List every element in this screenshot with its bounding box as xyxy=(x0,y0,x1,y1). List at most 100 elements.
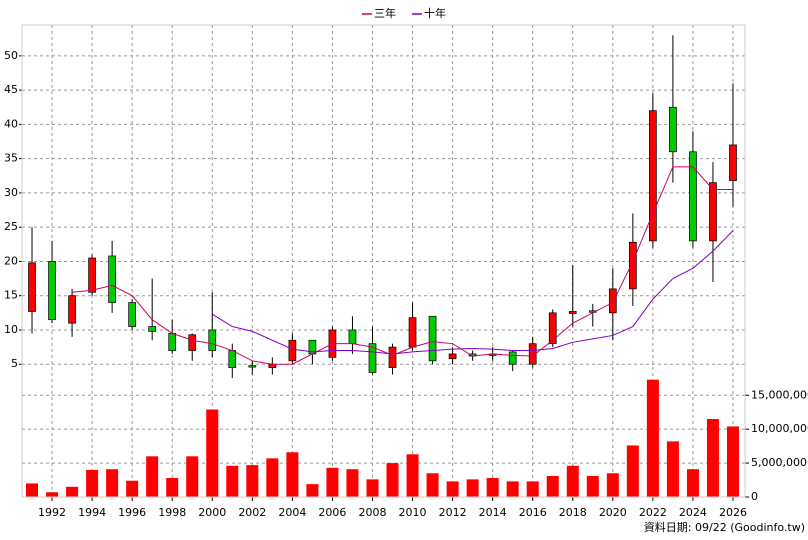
volume-bar xyxy=(486,478,499,497)
volume-bar xyxy=(146,456,159,497)
volume-bar xyxy=(206,409,219,497)
x-tick-label: 2024 xyxy=(679,506,707,519)
x-tick-label: 1998 xyxy=(158,506,186,519)
candle-body xyxy=(608,288,617,314)
ma-line xyxy=(212,230,734,355)
volume-bar xyxy=(366,479,379,497)
candle-body xyxy=(228,350,237,369)
volume-bar xyxy=(306,484,319,497)
y2-tick-label: 10,000,000 xyxy=(751,422,808,435)
volume-bar xyxy=(686,469,699,497)
y2-tick-label: 5,000,000 xyxy=(751,456,807,469)
volume-bar xyxy=(546,475,559,497)
plot-frame xyxy=(21,24,746,498)
volume-bar xyxy=(606,473,619,497)
x-tick-label: 2002 xyxy=(238,506,266,519)
candle-body xyxy=(628,241,637,290)
candle-body xyxy=(689,151,697,242)
volume-bar xyxy=(666,441,679,497)
volume-bar xyxy=(626,445,639,497)
y-tick-label: 10 xyxy=(4,323,18,336)
candle-body xyxy=(68,295,76,324)
volume-bar xyxy=(586,475,599,497)
candle-body xyxy=(548,312,557,345)
volume-bar xyxy=(406,454,419,497)
candle-body xyxy=(48,261,56,321)
volume-bar xyxy=(526,481,539,497)
volume-bar xyxy=(286,452,299,497)
y-tick-label: 15 xyxy=(4,289,18,302)
volume-bar xyxy=(386,463,399,497)
volume-bar xyxy=(226,465,239,497)
candle-body xyxy=(208,329,217,351)
volume-bar xyxy=(186,456,199,497)
y2-tick-label: 0 xyxy=(751,490,758,503)
x-tick-label: 2000 xyxy=(198,506,226,519)
y-tick-label: 35 xyxy=(4,152,18,165)
candle-body xyxy=(368,343,377,373)
candle-body xyxy=(508,351,517,365)
volume-bar xyxy=(266,458,279,497)
candle-body xyxy=(428,315,437,362)
x-tick-label: 2014 xyxy=(479,506,507,519)
candle-body xyxy=(568,311,577,314)
x-tick-label: 2012 xyxy=(439,506,467,519)
candle-body xyxy=(28,262,36,312)
volume-bar xyxy=(326,467,339,497)
candle-body xyxy=(348,329,357,345)
footer: 資料日期: 09/22 (Goodinfo.tw) xyxy=(644,520,805,534)
x-tick-label: 2020 xyxy=(599,506,627,519)
candle-body xyxy=(709,182,717,242)
volume-bar xyxy=(346,469,359,497)
candle-body xyxy=(108,255,116,303)
volume-bar xyxy=(726,426,739,497)
candle-body xyxy=(669,106,677,153)
candle-body xyxy=(88,257,96,293)
candle-body xyxy=(248,365,257,368)
volume-bar xyxy=(246,465,259,497)
candle-body xyxy=(388,346,397,369)
x-tick-label: 2016 xyxy=(519,506,547,519)
volume-bar xyxy=(46,492,59,497)
candle-body xyxy=(528,343,537,365)
candle-body xyxy=(288,339,297,362)
x-tick-label: 1994 xyxy=(78,506,106,519)
volume-bar xyxy=(26,483,39,497)
x-tick-label: 2018 xyxy=(559,506,587,519)
x-tick-label: 2008 xyxy=(358,506,386,519)
x-tick-label: 2010 xyxy=(399,506,427,519)
candle-body xyxy=(448,353,457,360)
y-tick-label: 30 xyxy=(4,186,18,199)
volume-bar xyxy=(506,481,519,497)
candle-body xyxy=(168,333,177,351)
volume-bar xyxy=(646,379,659,497)
candle-body xyxy=(729,144,737,181)
legend-label: 三年 xyxy=(374,6,396,20)
candle-body xyxy=(148,326,157,332)
volume-bar xyxy=(706,419,719,497)
y-tick-label: 5 xyxy=(11,357,18,370)
ma-line xyxy=(72,166,733,365)
candle-body xyxy=(188,334,197,351)
volume-bar xyxy=(466,479,479,497)
volume-bar xyxy=(426,473,439,497)
x-tick-label: 2022 xyxy=(639,506,667,519)
legend-label: 十年 xyxy=(424,6,446,20)
y-tick-label: 45 xyxy=(4,83,18,96)
x-tick-label: 1996 xyxy=(118,506,146,519)
candle-body xyxy=(268,363,277,369)
volume-bar xyxy=(86,469,99,497)
volume-bar xyxy=(66,486,79,497)
candle-body xyxy=(649,110,657,242)
y-tick-label: 40 xyxy=(4,117,18,130)
volume-bar xyxy=(166,478,179,497)
volume-bar xyxy=(446,481,459,497)
x-tick-label: 2004 xyxy=(278,506,306,519)
volume-bar xyxy=(106,469,119,497)
volume-bar xyxy=(126,480,139,497)
candle-body xyxy=(408,317,417,348)
x-tick-label: 2006 xyxy=(318,506,346,519)
y-tick-label: 50 xyxy=(4,49,18,62)
